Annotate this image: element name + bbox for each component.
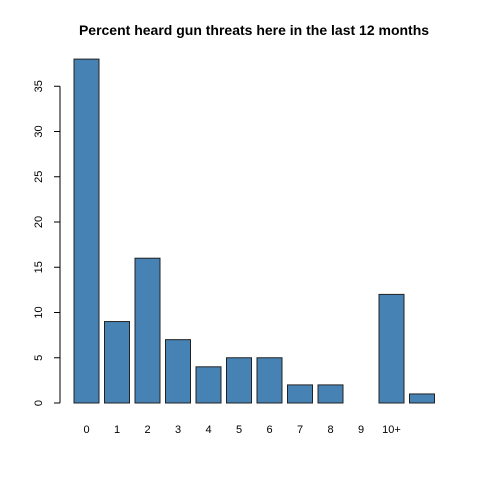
bar-6 <box>256 357 283 404</box>
x-tick-label: 7 <box>297 424 303 436</box>
y-tick-label: 30 <box>33 125 45 137</box>
bar-5 <box>226 357 252 404</box>
x-tick-label: 3 <box>175 424 181 436</box>
y-tick-label: 15 <box>33 261 45 273</box>
x-tick-label: 10+ <box>382 424 401 436</box>
bar-2 <box>134 257 161 404</box>
bar-4 <box>195 366 222 404</box>
bar-1 <box>104 321 130 404</box>
bar-8 <box>317 384 344 404</box>
bar-3 <box>165 339 191 404</box>
bar-7 <box>287 384 313 404</box>
y-tick-label: 0 <box>33 400 45 406</box>
chart-title: Percent heard gun threats here in the la… <box>79 22 429 38</box>
y-axis: 0 5 10 15 20 25 30 35 <box>33 80 61 406</box>
x-tick-label: 5 <box>236 424 242 436</box>
x-tick-label: 8 <box>327 424 333 436</box>
x-tick-label: 2 <box>144 424 150 436</box>
y-tick-label: 25 <box>33 171 45 183</box>
bar-extra <box>409 393 435 404</box>
y-tick-label: 5 <box>33 355 45 361</box>
x-tick-label: 4 <box>205 424 211 436</box>
x-axis-labels: 0 1 2 3 4 5 6 7 8 9 10+ <box>83 424 400 436</box>
x-tick-label: 9 <box>358 424 364 436</box>
bar-0 <box>73 58 100 404</box>
bars-group <box>73 58 435 404</box>
x-tick-label: 1 <box>114 424 120 436</box>
x-tick-label: 0 <box>83 424 89 436</box>
bar-10+ <box>378 293 405 404</box>
y-tick-label: 35 <box>33 80 45 92</box>
y-tick-label: 20 <box>33 216 45 228</box>
y-tick-label: 10 <box>33 306 45 318</box>
x-tick-label: 6 <box>266 424 272 436</box>
